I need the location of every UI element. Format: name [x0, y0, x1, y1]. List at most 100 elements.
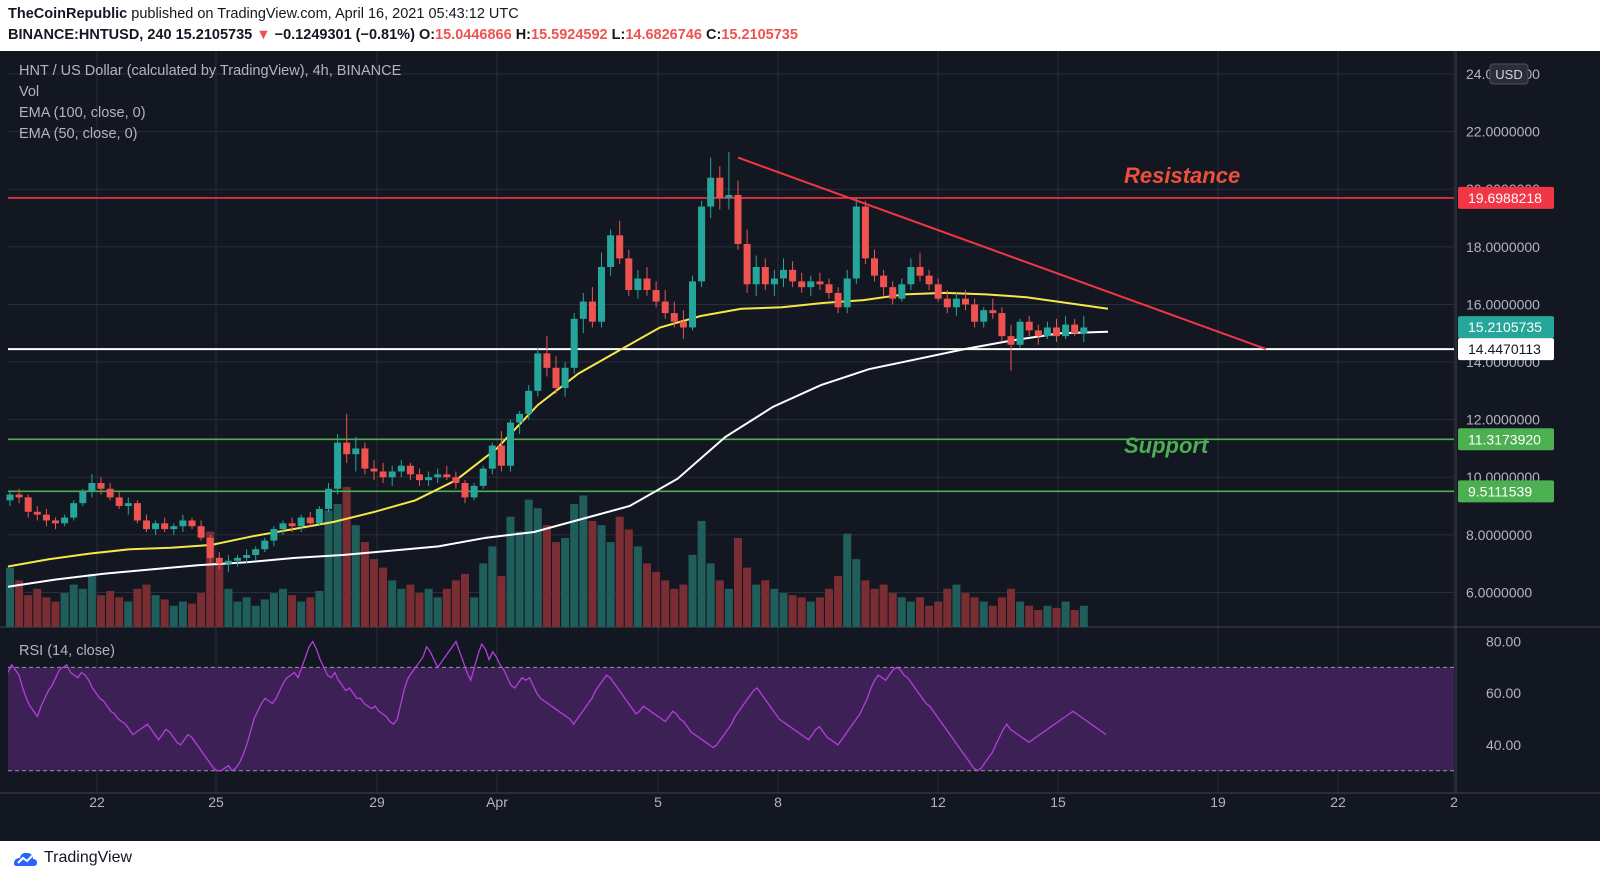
volume-bar	[1025, 605, 1034, 627]
volume-bar	[488, 546, 497, 627]
legend-ema50: EMA (50, close, 0)	[19, 126, 137, 142]
candle-body	[889, 287, 897, 299]
rsi-line	[7, 640, 1107, 772]
candle-body	[725, 195, 733, 198]
volume-bar	[51, 601, 60, 627]
candle-body	[789, 269, 797, 282]
candle-body	[361, 448, 369, 469]
volume-bar	[461, 573, 469, 627]
support-label: Support	[1124, 433, 1210, 458]
volume-bar	[297, 601, 306, 627]
volume-bar	[879, 584, 888, 627]
volume-bar	[1016, 601, 1025, 627]
volume-bar	[888, 593, 897, 627]
volume-bar	[843, 533, 852, 627]
candle-body	[143, 520, 150, 530]
rsi-label: RSI (14, close)	[19, 643, 115, 659]
volume-bar	[806, 601, 815, 627]
candle-body	[115, 497, 123, 507]
volume-bar	[269, 593, 278, 627]
time-tick-label: 22	[1330, 794, 1346, 810]
price-badge-support-upper	[1458, 428, 1554, 451]
volume-bar	[1043, 605, 1052, 627]
candle-body	[106, 488, 114, 498]
volume-bar	[688, 554, 697, 627]
candle-body	[880, 275, 888, 288]
volume-bar	[870, 588, 879, 627]
volume-bar	[97, 595, 105, 627]
chart-canvas[interactable]: 24.000000022.000000020.000000018.0000000…	[0, 51, 1600, 841]
candle-body	[297, 517, 305, 527]
volume-bar	[897, 597, 906, 627]
candle-body	[79, 491, 87, 504]
volume-bar	[1061, 601, 1070, 627]
volume-bar	[1079, 605, 1088, 627]
volume-bar	[925, 605, 934, 627]
volume-bar	[524, 499, 533, 627]
candle-body	[734, 195, 742, 244]
open-label: O:	[418, 27, 436, 43]
currency-badge	[1489, 63, 1529, 85]
volume-bar	[724, 588, 733, 627]
volume-bar	[42, 597, 51, 627]
high-value: 15.5924592	[531, 27, 608, 43]
tradingview-logo[interactable]: TradingView	[12, 849, 132, 867]
chart-labels: HNT / US Dollar (calculated by TradingVi…	[19, 63, 1240, 659]
candle-body	[770, 278, 778, 285]
price-change: −0.1249301 (−0.81%)	[274, 27, 415, 43]
close-label: C:	[705, 27, 722, 43]
down-arrow-icon: ▼	[256, 27, 271, 43]
price-badge-label-pivot: 14.4470113	[1468, 341, 1541, 357]
price-badge-pivot	[1458, 338, 1554, 361]
legend-ema100: EMA (100, close, 0)	[19, 105, 146, 121]
price-tick-label: 18.0000000	[1466, 239, 1540, 255]
volume-bar	[997, 597, 1006, 627]
candle-body	[224, 560, 232, 564]
volume-bar	[178, 601, 187, 627]
candle-body	[234, 557, 241, 561]
candle-body	[388, 471, 396, 478]
volume-bar	[15, 580, 24, 627]
candle-body	[1034, 330, 1042, 337]
volume-bar	[679, 584, 688, 627]
volume-bar	[433, 597, 442, 627]
volume-bar	[706, 563, 715, 627]
ema100-line	[7, 330, 1109, 588]
price-badge-resistance	[1458, 186, 1554, 209]
chart-panel[interactable]: 24.000000022.000000020.000000018.0000000…	[0, 51, 1600, 841]
candle-body	[215, 557, 223, 564]
candle-body	[188, 520, 196, 527]
volume-bar	[242, 597, 251, 627]
volume-bar	[1070, 610, 1079, 627]
candle-body	[425, 477, 433, 481]
candle-body	[179, 520, 187, 527]
volume-bar	[33, 588, 42, 627]
candle-body	[279, 523, 287, 530]
volume-bar	[825, 588, 833, 627]
price-badge-current	[1458, 316, 1554, 339]
candle-body	[252, 549, 260, 555]
candle-body	[780, 269, 787, 279]
candle-body	[943, 298, 951, 308]
volume-bar	[360, 542, 369, 627]
volume-bar	[752, 584, 761, 627]
legend-title: HNT / US Dollar (calculated by TradingVi…	[19, 63, 402, 79]
volume-bar	[288, 595, 297, 627]
volume-bar	[761, 580, 770, 627]
volume-bar	[142, 584, 151, 627]
candle-body	[579, 301, 587, 319]
volume-bar	[861, 580, 870, 627]
volume-bar	[661, 580, 670, 627]
candle-body	[416, 474, 423, 481]
candle-body	[306, 517, 314, 524]
candle-body	[1080, 327, 1088, 334]
trendline	[737, 156, 1267, 351]
candle-body	[270, 529, 278, 541]
candle-body	[325, 488, 332, 509]
volume-bar	[415, 593, 424, 627]
volume-bar	[552, 542, 560, 627]
volume-bar	[934, 601, 943, 627]
candle-body	[88, 483, 96, 492]
candle-body	[1053, 327, 1060, 337]
candle-body	[807, 281, 815, 288]
